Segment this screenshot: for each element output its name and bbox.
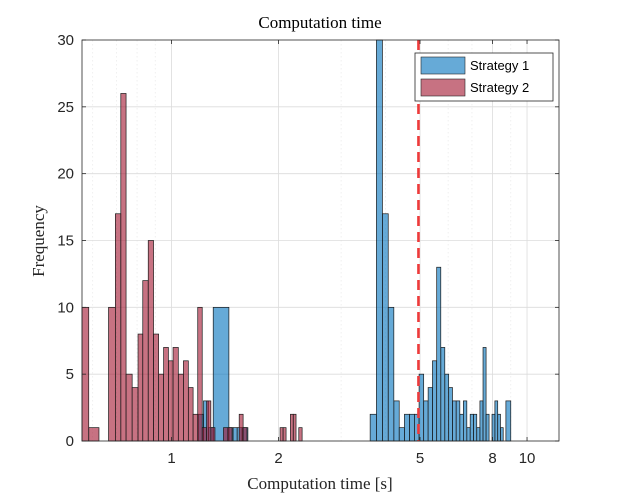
bar-strategy-1 [232,427,238,442]
x-tick-label: 10 [519,450,536,467]
bar-strategy-2 [197,306,203,442]
bar-strategy-2 [187,387,194,442]
bar-strategy-1 [382,213,389,442]
bar-strategy-1 [452,400,457,442]
bar-strategy-2 [290,413,294,442]
bar-strategy-2 [131,387,139,442]
bar-strategy-2 [201,427,207,442]
bar-strategy-1 [393,400,400,442]
legend-swatch-strategy-1 [420,56,466,75]
bar-strategy-1 [436,266,442,442]
y-tick-label: 30 [57,32,74,49]
bar-strategy-2 [120,93,127,442]
bar-strategy-1 [418,373,425,442]
bar-strategy-2 [88,427,100,442]
y-tick-label: 5 [66,366,74,383]
bar-strategy-1 [423,400,429,442]
bar-strategy-2 [114,213,122,442]
bar-strategy-2 [292,413,297,442]
bar-strategy-1 [466,427,471,442]
bar-strategy-1 [212,306,230,442]
bar-strategy-2 [279,427,284,442]
bar-strategy-2 [183,360,189,442]
legend-label-strategy-1: Strategy 1 [470,58,529,73]
y-axis-label: Frequency [29,205,48,277]
bar-strategy-1 [404,413,410,442]
bar-strategy-2 [147,240,154,442]
bar-strategy-2 [168,360,174,442]
bar-strategy-2 [227,427,233,442]
y-tick-label: 25 [57,99,74,116]
x-tick-label: 5 [416,450,424,467]
bar-strategy-2 [238,413,244,442]
chart-title: Computation time [258,13,381,32]
bar-strategy-1 [505,400,512,442]
y-tick-label: 15 [57,233,74,250]
bar-strategy-2 [177,373,184,442]
bar-strategy-2 [223,427,229,442]
bar-strategy-1 [455,400,461,442]
x-tick-label: 8 [488,450,496,467]
legend-label-strategy-2: Strategy 2 [470,80,529,95]
series-strategy-2-bars [81,93,303,442]
y-tick-label: 10 [57,299,74,316]
bar-strategy-1 [409,413,415,442]
y-tick-label: 20 [57,166,74,183]
series-strategy-1-bars [198,39,512,442]
bar-strategy-1 [387,306,395,442]
bar-strategy-1 [491,413,496,442]
bar-strategy-2 [282,427,287,442]
bar-strategy-2 [142,280,149,442]
bar-strategy-2 [210,427,216,442]
bar-strategy-1 [440,347,446,442]
bar-strategy-1 [432,360,438,442]
bar-strategy-2 [242,427,248,442]
bar-strategy-1 [473,413,478,442]
bar-strategy-1 [427,387,433,442]
bar-strategy-2 [137,333,144,442]
bar-strategy-1 [369,413,377,442]
x-tick-label: 1 [167,450,175,467]
bar-strategy-1 [500,427,504,442]
bar-strategy-2 [158,373,164,442]
bar-strategy-1 [479,400,484,442]
bar-strategy-1 [444,373,450,442]
bar-strategy-1 [462,400,468,442]
bar-strategy-2 [153,333,159,442]
bar-strategy-1 [469,413,474,442]
x-axis-label: Computation time [s] [247,474,392,493]
legend: Strategy 1 Strategy 2 [414,52,554,102]
bar-strategy-2 [192,413,199,442]
bar-strategy-2 [163,347,169,442]
y-tick-label: 0 [66,433,74,450]
bar-strategy-2 [108,306,116,442]
bar-strategy-1 [476,427,481,442]
bar-strategy-1 [448,387,453,442]
bar-strategy-1 [482,347,487,442]
x-tick-label: 2 [274,450,282,467]
bar-strategy-2 [298,427,303,442]
bar-strategy-2 [206,400,212,442]
bar-strategy-1 [459,413,464,442]
bar-strategy-1 [376,39,383,442]
bar-strategy-2 [125,373,133,442]
bar-strategy-1 [497,413,501,442]
bar-strategy-1 [398,427,405,442]
bar-strategy-2 [172,347,179,442]
legend-swatch-strategy-2 [420,78,466,97]
bar-strategy-1 [485,413,490,442]
bar-strategy-1 [494,400,499,442]
